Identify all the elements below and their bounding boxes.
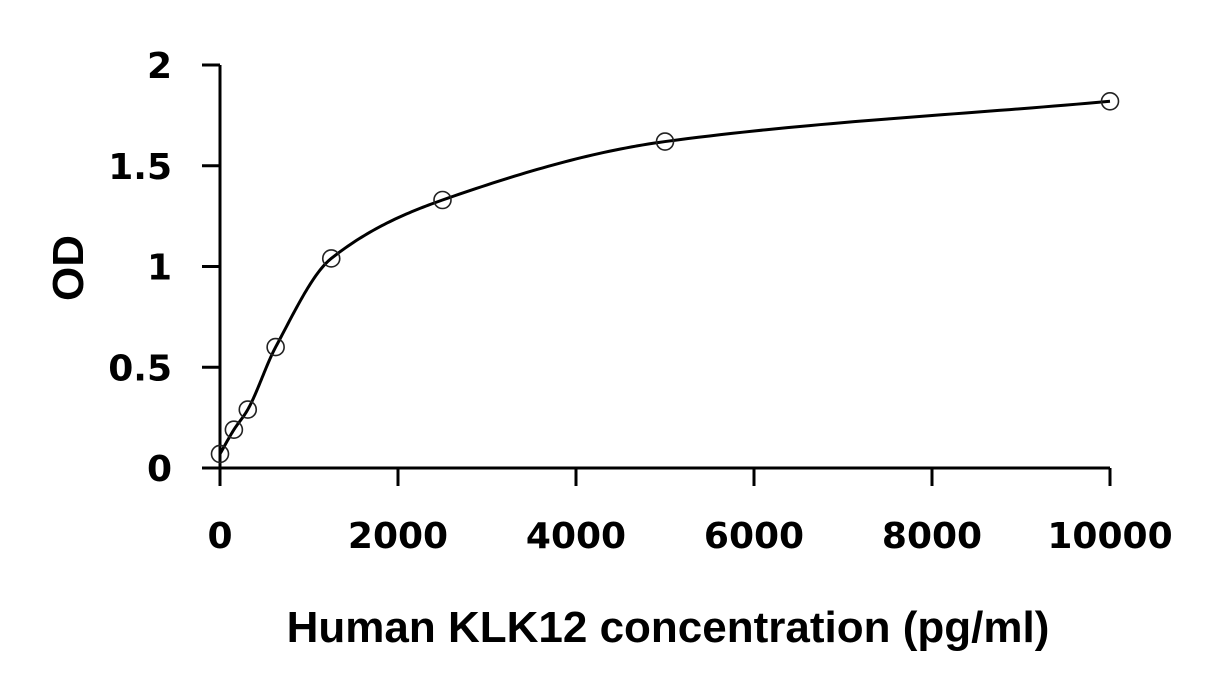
data-point xyxy=(1100,91,1120,111)
x-axis-title: Human KLK12 concentration (pg/ml) xyxy=(287,603,1050,652)
data-point xyxy=(321,249,341,268)
y-tick-label: 0 xyxy=(147,449,172,490)
y-tick-label: 1 xyxy=(147,248,172,289)
data-point xyxy=(224,420,244,440)
x-tick-label: 0 xyxy=(207,516,232,557)
data-points xyxy=(210,91,1120,464)
data-point xyxy=(238,400,258,419)
data-point xyxy=(266,337,285,357)
x-tick-label: 8000 xyxy=(882,516,982,557)
y-tick-label: 0.5 xyxy=(108,348,172,389)
fit-curve xyxy=(218,99,1111,455)
data-point xyxy=(655,132,675,151)
y-tick-label: 1.5 xyxy=(108,147,172,188)
x-tick-label: 4000 xyxy=(526,516,626,557)
axes xyxy=(218,65,1110,470)
x-tick-label: 6000 xyxy=(704,516,804,557)
data-point xyxy=(433,190,452,210)
ticks xyxy=(202,63,1112,486)
x-tick-label: 2000 xyxy=(348,516,448,557)
y-tick-label: 2 xyxy=(147,46,172,87)
y-axis-title: OD xyxy=(44,235,93,301)
data-point xyxy=(210,444,230,464)
tick-labels: 0 0.5 1 1.5 2 0 2000 4000 6000 8000 10000 xyxy=(108,46,1172,557)
x-tick-label: 10000 xyxy=(1047,516,1172,557)
